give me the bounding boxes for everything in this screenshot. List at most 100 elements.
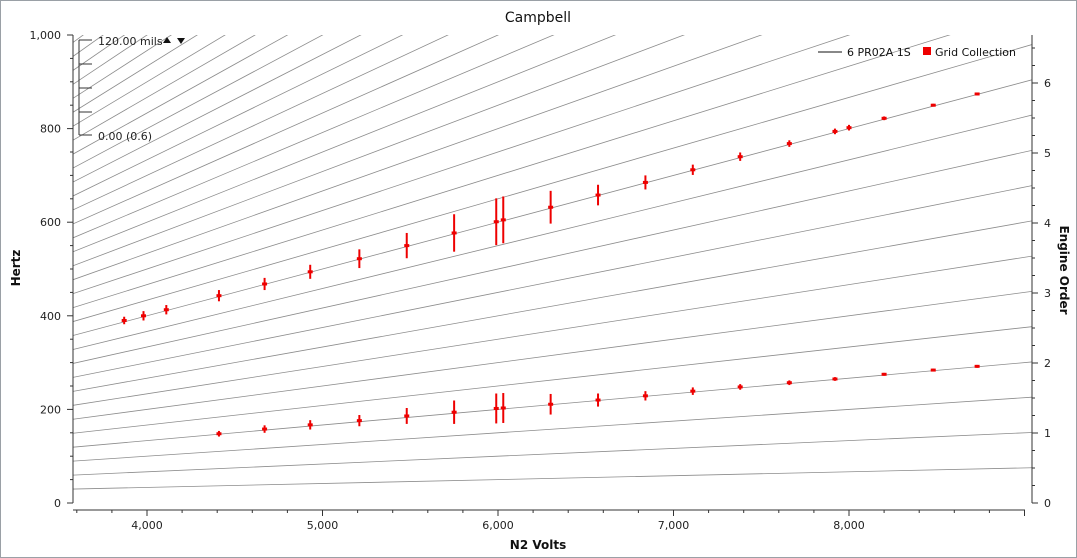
data-point [216,290,222,302]
y2-tick-label: 3 [1044,287,1051,300]
point-marker [974,92,980,96]
order-line [73,35,499,225]
y-tick-label: 200 [40,403,61,416]
data-point [548,393,554,415]
y2-tick-label: 2 [1044,357,1051,370]
point-marker [930,103,936,107]
data-point [140,311,146,321]
data-point [451,400,457,424]
point-marker [642,394,648,398]
point-marker [140,314,146,318]
point-marker [262,282,268,286]
point-marker [262,427,268,431]
point-marker [832,377,838,381]
y-ticks-group: 0 200 400 600 800 1,000 [30,29,73,510]
y2-tick-label: 0 [1044,497,1051,510]
data-point [307,420,313,430]
point-marker [493,406,499,410]
data-point [404,407,410,424]
point-marker [595,193,601,197]
data-point [595,184,601,206]
triangle-down-icon[interactable] [177,38,185,44]
point-marker [500,406,506,410]
y-axis-title: Hertz [9,250,23,287]
data-point [262,425,268,433]
order-line [73,255,1032,406]
data-point [262,277,268,291]
x-tick-label: 6,000 [482,519,514,532]
legend-square-swatch [923,47,931,55]
order-line [73,35,851,295]
point-marker [404,244,410,248]
data-point [642,391,648,401]
legend: 6 PR02A 1S Grid Collection [818,46,1016,59]
data-point [500,196,506,244]
order-line [73,35,951,309]
data-point [786,380,792,386]
point-marker [846,126,852,130]
y2-tick-label: 6 [1044,77,1051,90]
point-marker [595,398,601,402]
x-tick-label: 8,000 [833,519,865,532]
point-marker [356,419,362,423]
data-point [832,128,838,135]
data-point [737,152,743,161]
data-point [930,368,936,372]
data-point [404,232,410,259]
point-marker [500,218,506,222]
data-point [356,249,362,269]
x-ticks-group: 4,000 5,000 6,000 7,000 8,000 [76,510,1025,532]
order-line [73,114,1032,350]
scale-bottom-label: 0.00 (0.6) [98,130,152,143]
order-line [73,35,449,211]
point-marker [930,368,936,372]
x-tick-label: 7,000 [658,519,690,532]
order-lines-group [73,0,1032,490]
order-line [73,220,1032,392]
data-point [881,116,887,121]
point-marker [642,180,648,184]
scale-indicator: 120.00 mils 0.00 (0.6) [78,35,185,143]
point-marker [690,389,696,393]
data-point [216,430,222,437]
x-axis-title: N2 Volts [510,538,566,552]
point-marker [832,129,838,133]
y2-tick-label: 4 [1044,217,1051,230]
y2-tick-label: 5 [1044,147,1051,160]
y2-ticks-group: 0 1 2 3 4 5 6 [1032,47,1051,510]
order-line [73,0,1032,1]
order-line [73,44,1032,322]
scale-top-label: 120.00 mils [98,35,163,48]
triangle-up-icon[interactable] [163,37,171,43]
order-line [73,35,763,281]
data-point [595,393,601,407]
order-line [73,396,1032,462]
point-marker [307,423,313,427]
data-point [786,140,792,147]
data-point [451,214,457,252]
y-tick-label: 400 [40,310,61,323]
point-marker [690,168,696,172]
point-marker [548,205,554,209]
order-line [73,149,1032,364]
point-marker [163,308,169,312]
order-line [73,432,1032,476]
data-point [690,387,696,395]
y2-tick-label: 1 [1044,427,1051,440]
order-line [73,35,289,155]
order-line [73,35,256,141]
data-point [974,92,980,96]
point-marker [216,294,222,298]
point-marker [404,414,410,418]
data-point [737,384,743,390]
point-marker [737,385,743,389]
data-point [846,124,852,131]
y-tick-label: 1,000 [30,29,62,42]
data-point [307,264,313,279]
point-marker [974,364,980,368]
data-point [548,190,554,224]
data-point [356,415,362,427]
y-tick-label: 800 [40,123,61,136]
point-marker [881,116,887,120]
point-marker [451,410,457,414]
